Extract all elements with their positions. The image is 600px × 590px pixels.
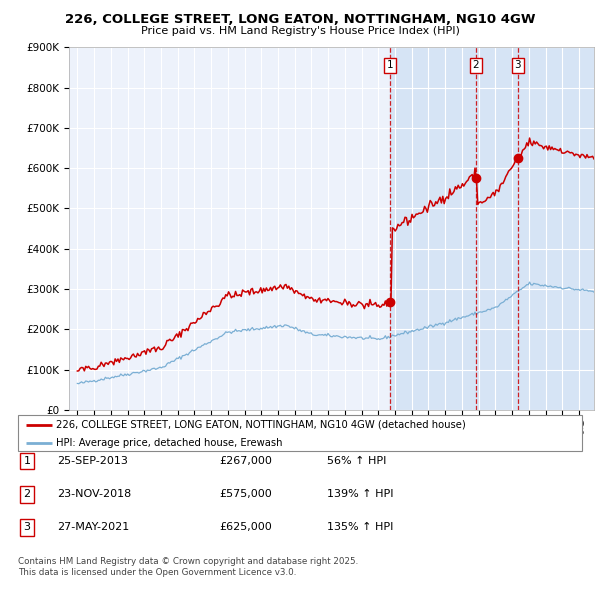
Text: 139% ↑ HPI: 139% ↑ HPI xyxy=(327,490,394,499)
Text: 2: 2 xyxy=(473,60,479,70)
Text: £267,000: £267,000 xyxy=(219,457,272,466)
Text: 27-MAY-2021: 27-MAY-2021 xyxy=(57,523,129,532)
Bar xyxy=(390,47,600,410)
Text: 56% ↑ HPI: 56% ↑ HPI xyxy=(327,457,386,466)
Text: 226, COLLEGE STREET, LONG EATON, NOTTINGHAM, NG10 4GW: 226, COLLEGE STREET, LONG EATON, NOTTING… xyxy=(65,13,535,26)
Text: 2: 2 xyxy=(23,490,31,499)
Text: Contains HM Land Registry data © Crown copyright and database right 2025.: Contains HM Land Registry data © Crown c… xyxy=(18,557,358,566)
Text: £625,000: £625,000 xyxy=(219,523,272,532)
Text: 3: 3 xyxy=(23,523,31,532)
Text: HPI: Average price, detached house, Erewash: HPI: Average price, detached house, Erew… xyxy=(56,438,283,448)
Text: 1: 1 xyxy=(387,60,394,70)
Text: This data is licensed under the Open Government Licence v3.0.: This data is licensed under the Open Gov… xyxy=(18,568,296,577)
Text: Price paid vs. HM Land Registry's House Price Index (HPI): Price paid vs. HM Land Registry's House … xyxy=(140,26,460,36)
Text: 25-SEP-2013: 25-SEP-2013 xyxy=(57,457,128,466)
Text: 3: 3 xyxy=(514,60,521,70)
Text: 135% ↑ HPI: 135% ↑ HPI xyxy=(327,523,394,532)
Text: £575,000: £575,000 xyxy=(219,490,272,499)
Text: 226, COLLEGE STREET, LONG EATON, NOTTINGHAM, NG10 4GW (detached house): 226, COLLEGE STREET, LONG EATON, NOTTING… xyxy=(56,419,466,430)
FancyBboxPatch shape xyxy=(18,415,582,451)
Text: 1: 1 xyxy=(23,457,31,466)
Text: 23-NOV-2018: 23-NOV-2018 xyxy=(57,490,131,499)
